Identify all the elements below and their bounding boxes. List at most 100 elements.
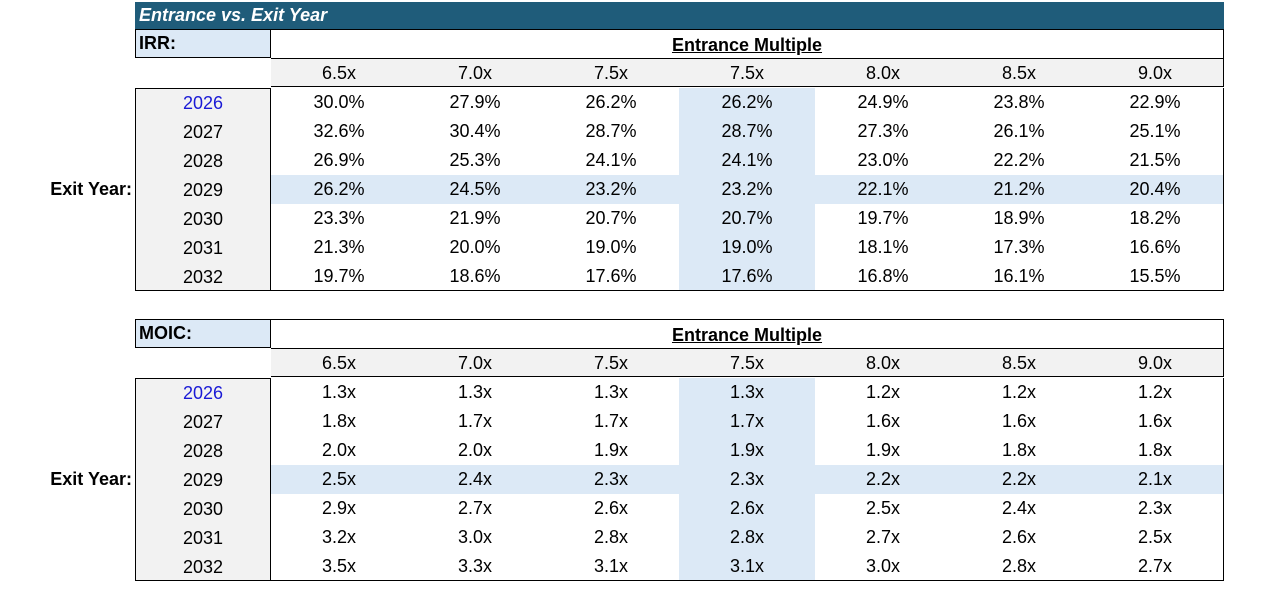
value-cell[interactable]: 2.5x: [1137, 527, 1173, 547]
value-cell[interactable]: 3.3x: [457, 556, 493, 576]
value-cell[interactable]: 25.1%: [1129, 121, 1181, 141]
value-cell[interactable]: 2.8x: [593, 527, 629, 547]
column-header[interactable]: 7.5x: [593, 353, 629, 373]
value-cell[interactable]: 1.9x: [865, 440, 901, 460]
value-cell[interactable]: 1.6x: [865, 411, 901, 431]
value-cell[interactable]: 16.6%: [1129, 237, 1181, 257]
year-cell[interactable]: 2030: [182, 499, 224, 519]
column-header[interactable]: 7.5x: [593, 63, 629, 83]
value-cell[interactable]: 27.9%: [449, 92, 501, 112]
value-cell[interactable]: 15.5%: [1129, 266, 1181, 286]
value-cell[interactable]: 30.0%: [313, 92, 365, 112]
value-cell[interactable]: 23.0%: [857, 150, 909, 170]
year-input-cell[interactable]: 2026: [182, 383, 224, 403]
year-input-cell[interactable]: 2026: [182, 93, 224, 113]
value-cell[interactable]: 3.1x: [729, 556, 765, 576]
year-cell[interactable]: 2032: [182, 267, 224, 287]
irr-label-cell[interactable]: IRR:: [135, 29, 271, 58]
value-cell[interactable]: 20.4%: [1129, 179, 1181, 199]
value-cell[interactable]: 1.6x: [1001, 411, 1037, 431]
value-cell[interactable]: 1.9x: [593, 440, 629, 460]
year-cell[interactable]: 2028: [182, 151, 224, 171]
moic-entrance-multiple-header[interactable]: Entrance Multiple: [271, 319, 1224, 348]
value-cell[interactable]: 25.3%: [449, 150, 501, 170]
year-cell[interactable]: 2027: [182, 122, 224, 142]
value-cell[interactable]: 20.7%: [585, 208, 637, 228]
value-cell[interactable]: 3.2x: [321, 527, 357, 547]
value-cell[interactable]: 32.6%: [313, 121, 365, 141]
value-cell[interactable]: 28.7%: [721, 121, 773, 141]
year-cell[interactable]: 2031: [182, 528, 224, 548]
value-cell[interactable]: 16.8%: [857, 266, 909, 286]
value-cell[interactable]: 2.2x: [1001, 469, 1037, 489]
year-cell[interactable]: 2030: [182, 209, 224, 229]
year-cell[interactable]: 2027: [182, 412, 224, 432]
value-cell[interactable]: 20.7%: [721, 208, 773, 228]
value-cell[interactable]: 26.2%: [585, 92, 637, 112]
value-cell[interactable]: 1.2x: [1137, 382, 1173, 402]
value-cell[interactable]: 18.2%: [1129, 208, 1181, 228]
year-cell[interactable]: 2031: [182, 238, 224, 258]
value-cell[interactable]: 2.0x: [457, 440, 493, 460]
moic-label-cell[interactable]: MOIC:: [135, 319, 271, 348]
value-cell[interactable]: 24.9%: [857, 92, 909, 112]
value-cell[interactable]: 2.3x: [729, 469, 765, 489]
value-cell[interactable]: 23.8%: [993, 92, 1045, 112]
value-cell[interactable]: 3.0x: [865, 556, 901, 576]
value-cell[interactable]: 2.5x: [865, 498, 901, 518]
value-cell[interactable]: 24.1%: [585, 150, 637, 170]
value-cell[interactable]: 2.5x: [321, 469, 357, 489]
value-cell[interactable]: 26.9%: [313, 150, 365, 170]
column-header[interactable]: 8.0x: [865, 353, 901, 373]
value-cell[interactable]: 2.3x: [1137, 498, 1173, 518]
year-cell[interactable]: 2029: [182, 470, 224, 490]
value-cell[interactable]: 1.2x: [1001, 382, 1037, 402]
value-cell[interactable]: 1.8x: [321, 411, 357, 431]
column-header[interactable]: 8.5x: [1001, 353, 1037, 373]
value-cell[interactable]: 3.0x: [457, 527, 493, 547]
value-cell[interactable]: 2.8x: [1001, 556, 1037, 576]
year-cell[interactable]: 2029: [182, 180, 224, 200]
value-cell[interactable]: 2.7x: [1137, 556, 1173, 576]
sheet-title[interactable]: Entrance vs. Exit Year: [135, 2, 1224, 29]
value-cell[interactable]: 1.7x: [457, 411, 493, 431]
value-cell[interactable]: 24.1%: [721, 150, 773, 170]
value-cell[interactable]: 2.6x: [1001, 527, 1037, 547]
value-cell[interactable]: 2.2x: [865, 469, 901, 489]
column-header[interactable]: 8.5x: [1001, 63, 1037, 83]
value-cell[interactable]: 21.3%: [313, 237, 365, 257]
value-cell[interactable]: 2.0x: [321, 440, 357, 460]
value-cell[interactable]: 2.7x: [865, 527, 901, 547]
value-cell[interactable]: 2.4x: [457, 469, 493, 489]
value-cell[interactable]: 18.9%: [993, 208, 1045, 228]
value-cell[interactable]: 23.2%: [721, 179, 773, 199]
value-cell[interactable]: 19.0%: [721, 237, 773, 257]
value-cell[interactable]: 23.3%: [313, 208, 365, 228]
value-cell[interactable]: 1.6x: [1137, 411, 1173, 431]
value-cell[interactable]: 26.1%: [993, 121, 1045, 141]
year-cell[interactable]: 2028: [182, 441, 224, 461]
value-cell[interactable]: 28.7%: [585, 121, 637, 141]
value-cell[interactable]: 17.3%: [993, 237, 1045, 257]
value-cell[interactable]: 19.7%: [857, 208, 909, 228]
column-header[interactable]: 9.0x: [1137, 63, 1173, 83]
irr-entrance-multiple-header[interactable]: Entrance Multiple: [271, 29, 1224, 58]
value-cell[interactable]: 2.8x: [729, 527, 765, 547]
value-cell[interactable]: 2.6x: [593, 498, 629, 518]
value-cell[interactable]: 22.9%: [1129, 92, 1181, 112]
value-cell[interactable]: 18.6%: [449, 266, 501, 286]
column-header[interactable]: 9.0x: [1137, 353, 1173, 373]
value-cell[interactable]: 26.2%: [721, 92, 773, 112]
value-cell[interactable]: 22.1%: [857, 179, 909, 199]
value-cell[interactable]: 30.4%: [449, 121, 501, 141]
value-cell[interactable]: 19.7%: [313, 266, 365, 286]
value-cell[interactable]: 2.1x: [1137, 469, 1173, 489]
year-cell[interactable]: 2032: [182, 557, 224, 577]
value-cell[interactable]: 27.3%: [857, 121, 909, 141]
value-cell[interactable]: 1.3x: [457, 382, 493, 402]
column-header[interactable]: 7.0x: [457, 63, 493, 83]
value-cell[interactable]: 21.5%: [1129, 150, 1181, 170]
value-cell[interactable]: 24.5%: [449, 179, 501, 199]
column-header[interactable]: 8.0x: [865, 63, 901, 83]
value-cell[interactable]: 2.7x: [457, 498, 493, 518]
